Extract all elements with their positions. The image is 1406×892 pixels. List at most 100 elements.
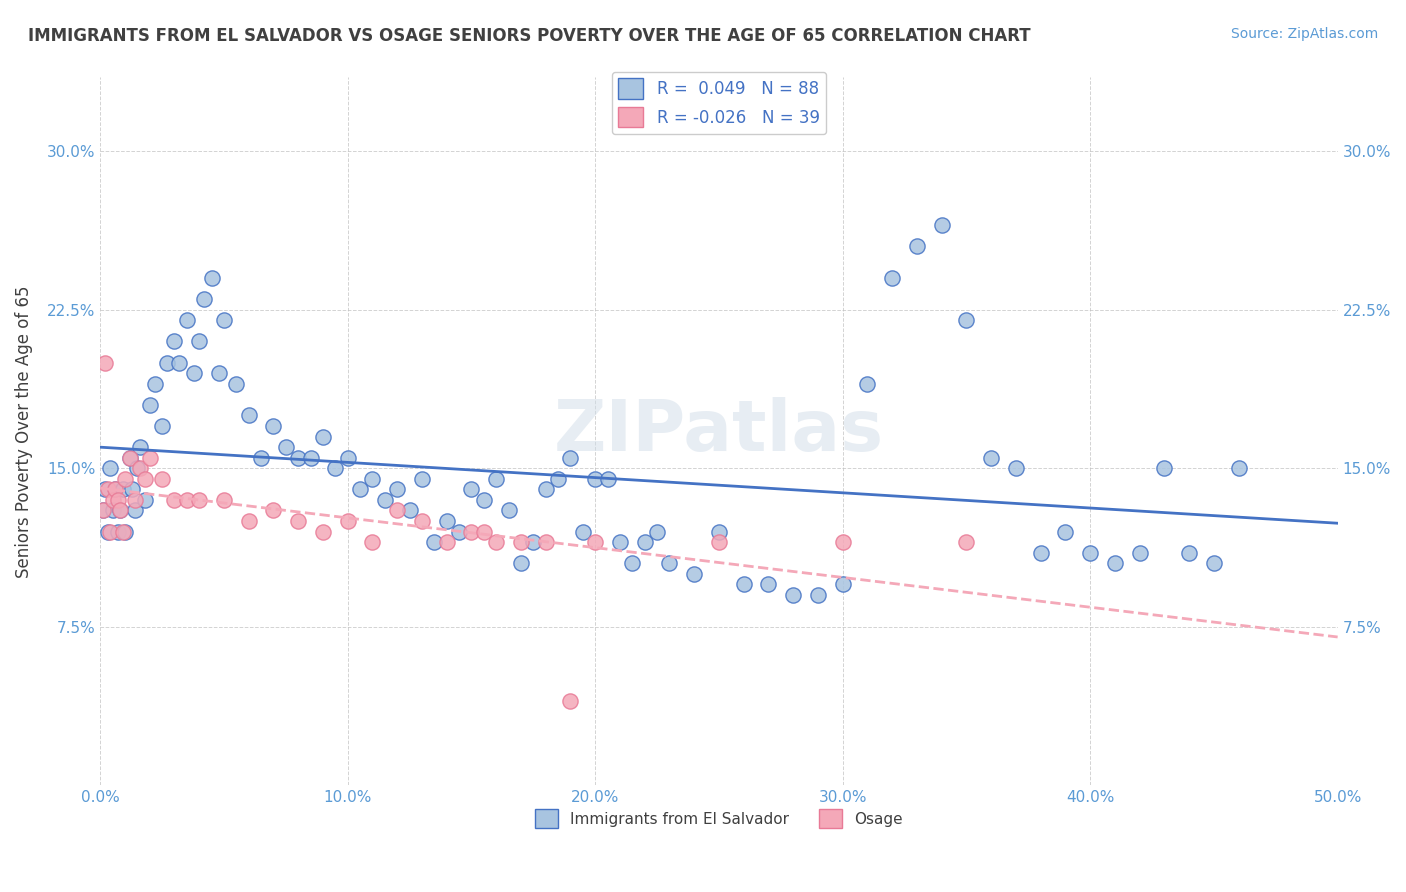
Point <box>758 577 780 591</box>
Point <box>274 440 297 454</box>
Point <box>107 524 129 539</box>
Point <box>955 313 977 327</box>
Point <box>621 556 644 570</box>
Point <box>634 535 657 549</box>
Point <box>472 524 495 539</box>
Point <box>94 483 117 497</box>
Point <box>807 588 830 602</box>
Point <box>510 535 533 549</box>
Point <box>683 566 706 581</box>
Point <box>534 535 557 549</box>
Point <box>583 472 606 486</box>
Point <box>111 524 134 539</box>
Point <box>349 483 371 497</box>
Point <box>1227 461 1250 475</box>
Point <box>423 535 446 549</box>
Point <box>387 503 409 517</box>
Point <box>114 524 136 539</box>
Point <box>336 514 359 528</box>
Point <box>583 535 606 549</box>
Point <box>163 492 186 507</box>
Point <box>831 577 853 591</box>
Text: ZIPatlas: ZIPatlas <box>554 397 884 466</box>
Point <box>1202 556 1225 570</box>
Point <box>560 693 582 707</box>
Point <box>118 450 141 465</box>
Point <box>1005 461 1028 475</box>
Point <box>98 461 121 475</box>
Point <box>169 356 191 370</box>
Point <box>1129 546 1152 560</box>
Point <box>91 503 114 517</box>
Point <box>150 419 173 434</box>
Point <box>547 472 569 486</box>
Point <box>398 503 420 517</box>
Point <box>108 503 131 517</box>
Point <box>931 219 953 233</box>
Point <box>436 514 458 528</box>
Point <box>411 472 433 486</box>
Point <box>436 535 458 549</box>
Point <box>188 492 211 507</box>
Point <box>596 472 619 486</box>
Point <box>707 535 730 549</box>
Point <box>108 503 131 517</box>
Point <box>238 409 260 423</box>
Point <box>238 514 260 528</box>
Point <box>658 556 681 570</box>
Point <box>336 450 359 465</box>
Point <box>97 483 120 497</box>
Point <box>856 376 879 391</box>
Point <box>905 239 928 253</box>
Point <box>124 492 146 507</box>
Point <box>128 440 150 454</box>
Point <box>374 492 396 507</box>
Point <box>139 450 162 465</box>
Point <box>560 450 582 465</box>
Point <box>143 376 166 391</box>
Y-axis label: Seniors Poverty Over the Age of 65: Seniors Poverty Over the Age of 65 <box>15 285 32 577</box>
Point <box>460 483 482 497</box>
Point <box>733 577 755 591</box>
Point <box>387 483 409 497</box>
Point <box>534 483 557 497</box>
Point <box>707 524 730 539</box>
Point <box>114 472 136 486</box>
Point <box>208 366 231 380</box>
Point <box>312 524 335 539</box>
Point <box>1054 524 1077 539</box>
Point <box>91 503 114 517</box>
Point <box>510 556 533 570</box>
Point <box>263 419 285 434</box>
Point <box>134 472 156 486</box>
Point <box>980 450 1002 465</box>
Point <box>361 472 384 486</box>
Point <box>263 503 285 517</box>
Point <box>287 514 309 528</box>
Point <box>882 271 904 285</box>
Point <box>460 524 482 539</box>
Point <box>472 492 495 507</box>
Point <box>498 503 520 517</box>
Text: Source: ZipAtlas.com: Source: ZipAtlas.com <box>1230 27 1378 41</box>
Point <box>107 492 129 507</box>
Point <box>485 535 508 549</box>
Point <box>312 429 335 443</box>
Point <box>955 535 977 549</box>
Point <box>1078 546 1101 560</box>
Point <box>782 588 804 602</box>
Point <box>139 398 162 412</box>
Point <box>111 483 134 497</box>
Point <box>104 483 127 497</box>
Point <box>361 535 384 549</box>
Point <box>127 461 149 475</box>
Point <box>1153 461 1175 475</box>
Point <box>188 334 211 349</box>
Point <box>250 450 273 465</box>
Point <box>101 503 124 517</box>
Point <box>1029 546 1052 560</box>
Point <box>104 483 127 497</box>
Point <box>193 292 215 306</box>
Point <box>156 356 179 370</box>
Point <box>176 492 198 507</box>
